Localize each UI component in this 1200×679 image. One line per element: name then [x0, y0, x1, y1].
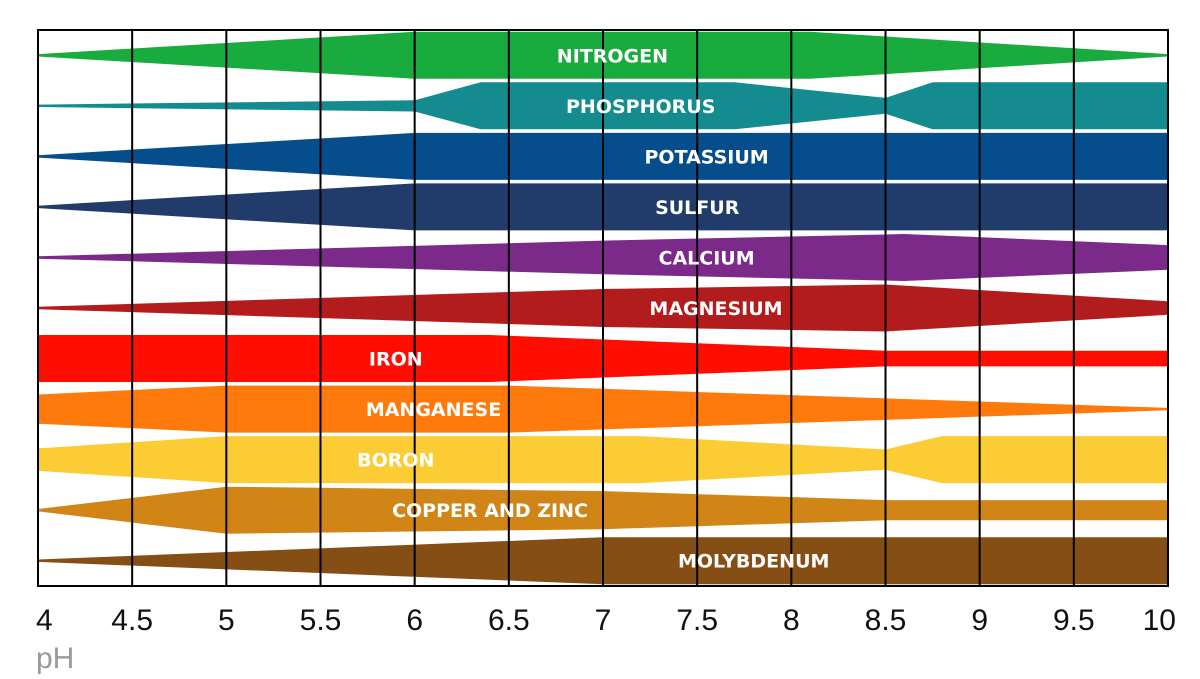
band-label-manganese: MANGANESE [366, 399, 501, 421]
x-tick-label: 9 [971, 604, 988, 637]
x-tick-label: 10 [1143, 604, 1176, 637]
band-labels-layer: NITROGEN PHOSPHORUS POTASSIUM SULFUR CALCIUM… [357, 45, 829, 572]
band-label-molybdenum: MOLYBDENUM [678, 551, 829, 573]
band-label-magnesium: MAGNESIUM [649, 298, 782, 320]
x-tick-label: 8.5 [865, 604, 907, 637]
x-tick-label: 4.5 [111, 604, 153, 637]
x-tick-label: 6 [406, 604, 423, 637]
x-tick-label: 7 [595, 604, 612, 637]
band-label-calcium: CALCIUM [659, 248, 755, 270]
x-tick-label: 8 [783, 604, 800, 637]
x-tick-label: 9.5 [1053, 604, 1095, 637]
x-tick-label: 4 [36, 604, 53, 637]
band-label-copper-and-zinc: COPPER AND ZINC [392, 500, 588, 522]
band-label-phosphorus: PHOSPHORUS [566, 96, 715, 118]
grid-layer [131, 30, 1075, 586]
band-label-nitrogen: NITROGEN [557, 45, 668, 67]
band-label-sulfur: SULFUR [655, 197, 740, 219]
band-label-iron: IRON [369, 349, 423, 371]
x-axis-title: pH [36, 642, 74, 675]
band-label-boron: BORON [357, 450, 434, 472]
x-tick-labels: 4 4.5 5 5.5 6 6.5 7 7.5 8 8.5 9 9.5 10 [36, 604, 1176, 637]
x-tick-label: 6.5 [488, 604, 530, 637]
x-tick-label: 5.5 [300, 604, 342, 637]
x-tick-label: 7.5 [676, 604, 718, 637]
plot-frame [37, 29, 1169, 587]
band-label-potassium: POTASSIUM [645, 146, 769, 168]
x-tick-label: 5 [218, 604, 235, 637]
